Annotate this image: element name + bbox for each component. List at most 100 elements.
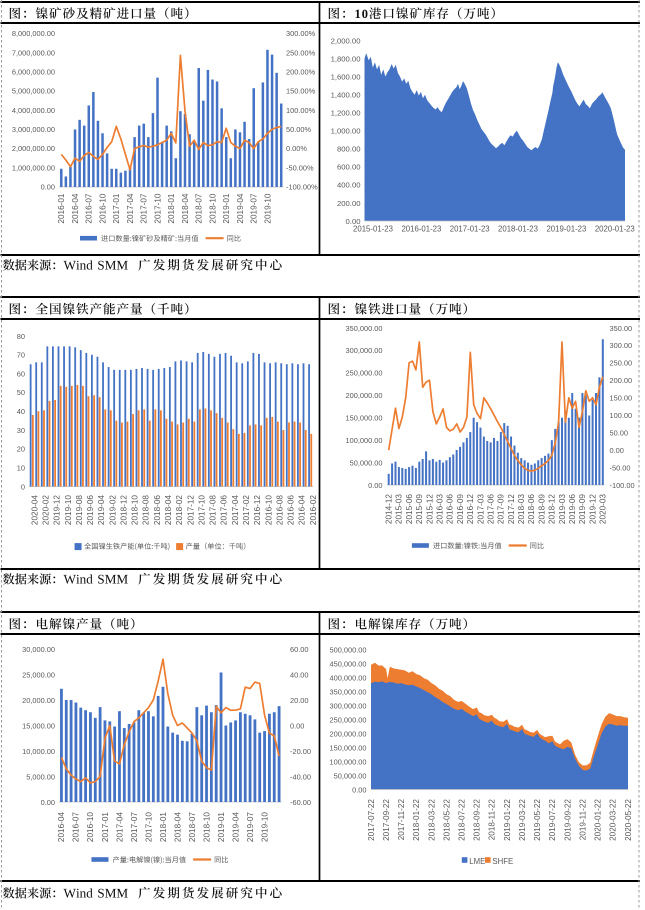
svg-text:-100.00%: -100.00% xyxy=(286,183,318,192)
svg-text:350,000.00: 350,000.00 xyxy=(330,687,367,696)
svg-text:2016-02: 2016-02 xyxy=(309,495,318,525)
svg-text:500,000.00: 500,000.00 xyxy=(330,645,367,654)
svg-text:2017-04: 2017-04 xyxy=(126,193,135,223)
svg-text:2017-07-22: 2017-07-22 xyxy=(367,799,376,841)
svg-text:2019-06: 2019-06 xyxy=(86,495,95,525)
svg-text:5,000,000.00: 5,000,000.00 xyxy=(12,87,55,96)
svg-text:600.00: 600.00 xyxy=(337,163,361,172)
svg-text:400.00: 400.00 xyxy=(337,181,361,190)
svg-text:2019-10: 2019-10 xyxy=(260,812,269,842)
svg-text:300,000.00: 300,000.00 xyxy=(330,701,367,710)
svg-text:2015-03: 2015-03 xyxy=(395,494,404,524)
svg-text:2016-10: 2016-10 xyxy=(264,495,273,525)
svg-text:2017-06: 2017-06 xyxy=(487,494,496,524)
svg-text:2019-08: 2019-08 xyxy=(75,495,84,525)
svg-text:2017-09: 2017-09 xyxy=(497,494,506,524)
svg-text:2017-07: 2017-07 xyxy=(130,812,139,842)
svg-text:-50.00%: -50.00% xyxy=(286,163,314,172)
svg-text:70: 70 xyxy=(17,351,25,360)
svg-text:1,600.00: 1,600.00 xyxy=(331,72,361,81)
svg-text:2020-02: 2020-02 xyxy=(42,495,51,525)
svg-text:2018-07: 2018-07 xyxy=(195,193,204,223)
svg-text:2019-02: 2019-02 xyxy=(108,495,117,525)
svg-text:2019-09: 2019-09 xyxy=(578,494,587,524)
svg-text:50,000.00: 50,000.00 xyxy=(334,771,367,780)
svg-text:2016-10: 2016-10 xyxy=(86,812,95,842)
svg-text:8,000,000.00: 8,000,000.00 xyxy=(12,29,55,38)
svg-text:0: 0 xyxy=(21,482,25,491)
svg-text:2019-04: 2019-04 xyxy=(236,193,245,223)
svg-text:350,000.00: 350,000.00 xyxy=(346,324,383,333)
svg-text:0.00: 0.00 xyxy=(346,217,361,226)
svg-text:6,000,000.00: 6,000,000.00 xyxy=(12,68,55,77)
svg-text:2019-01-23: 2019-01-23 xyxy=(546,225,586,234)
svg-text:20,000.00: 20,000.00 xyxy=(22,696,55,705)
svg-text:2017-06: 2017-06 xyxy=(220,495,229,525)
svg-text:2018-01: 2018-01 xyxy=(167,193,176,223)
svg-text:50,000.00: 50,000.00 xyxy=(350,458,383,467)
svg-text:200,000.00: 200,000.00 xyxy=(330,729,367,738)
svg-text:150.00: 150.00 xyxy=(610,394,633,403)
svg-text:2019-01: 2019-01 xyxy=(222,193,231,223)
svg-text:2018-05-22: 2018-05-22 xyxy=(442,799,451,841)
svg-text:2015-06: 2015-06 xyxy=(405,494,414,524)
svg-text:2016-04: 2016-04 xyxy=(71,193,80,223)
svg-text:200.00%: 200.00% xyxy=(286,68,316,77)
svg-text:2018-01: 2018-01 xyxy=(159,812,168,842)
svg-text:250,000.00: 250,000.00 xyxy=(346,369,383,378)
svg-text:50: 50 xyxy=(17,388,25,397)
svg-text:2019-04: 2019-04 xyxy=(231,812,240,842)
svg-text:30,000.00: 30,000.00 xyxy=(22,645,55,654)
svg-text:2016-07: 2016-07 xyxy=(72,812,81,842)
svg-text:2017-04: 2017-04 xyxy=(231,495,240,525)
svg-text:2017-11-22: 2017-11-22 xyxy=(397,799,406,841)
svg-text:300,000.00: 300,000.00 xyxy=(346,346,383,355)
svg-text:2019-12: 2019-12 xyxy=(588,494,597,524)
svg-text:40: 40 xyxy=(17,407,25,416)
svg-text:2020-03-22: 2020-03-22 xyxy=(609,799,618,841)
svg-text:0.00: 0.00 xyxy=(41,798,55,807)
svg-text:100.00: 100.00 xyxy=(610,411,633,420)
svg-text:2019-07-22: 2019-07-22 xyxy=(548,799,557,841)
svg-text:350.00: 350.00 xyxy=(610,324,633,333)
svg-text:2016-08: 2016-08 xyxy=(275,495,284,525)
svg-text:0.00: 0.00 xyxy=(368,481,382,490)
svg-text:2019-01: 2019-01 xyxy=(217,812,226,842)
svg-text:-40.00: -40.00 xyxy=(290,772,311,781)
svg-text:150.00%: 150.00% xyxy=(286,87,316,96)
svg-text:2016-06: 2016-06 xyxy=(446,494,455,524)
svg-text:2018-09-22: 2018-09-22 xyxy=(473,799,482,841)
svg-text:300.00%: 300.00% xyxy=(286,29,316,38)
svg-text:2018-03: 2018-03 xyxy=(517,494,526,524)
svg-text:2020-03: 2020-03 xyxy=(599,494,608,524)
svg-text:2018-12: 2018-12 xyxy=(548,494,557,524)
svg-text:2016-07: 2016-07 xyxy=(85,193,94,223)
svg-text:150,000.00: 150,000.00 xyxy=(330,743,367,752)
svg-text:200.00: 200.00 xyxy=(337,199,361,208)
svg-text:2016-12: 2016-12 xyxy=(253,495,262,525)
svg-text:2018-04: 2018-04 xyxy=(164,495,173,525)
svg-text:0.00%: 0.00% xyxy=(286,144,307,153)
svg-text:2020-04: 2020-04 xyxy=(30,495,39,525)
svg-text:60.00: 60.00 xyxy=(290,645,309,654)
svg-text:2019-03-22: 2019-03-22 xyxy=(518,799,527,841)
svg-text:1,000.00: 1,000.00 xyxy=(331,127,361,136)
svg-text:2020-01-23: 2020-01-23 xyxy=(595,225,635,234)
svg-text:2016-04: 2016-04 xyxy=(57,812,66,842)
svg-text:2019-07: 2019-07 xyxy=(250,193,259,223)
svg-text:1,200.00: 1,200.00 xyxy=(331,109,361,118)
svg-text:100.00%: 100.00% xyxy=(286,106,316,115)
svg-text:2017-10: 2017-10 xyxy=(144,812,153,842)
svg-text:2018-03-22: 2018-03-22 xyxy=(427,799,436,841)
svg-text:2018-02: 2018-02 xyxy=(175,495,184,525)
svg-text:2,000,000.00: 2,000,000.00 xyxy=(12,144,55,153)
svg-text:0.00: 0.00 xyxy=(290,721,304,730)
svg-text:2,000.00: 2,000.00 xyxy=(331,36,361,45)
svg-text:2018-01-23: 2018-01-23 xyxy=(498,225,538,234)
svg-text:1,000,000.00: 1,000,000.00 xyxy=(12,163,55,172)
svg-text:2017-01: 2017-01 xyxy=(112,193,121,223)
svg-text:400,000.00: 400,000.00 xyxy=(330,673,367,682)
svg-text:2016-01: 2016-01 xyxy=(57,193,66,223)
svg-text:2019-06: 2019-06 xyxy=(568,494,577,524)
svg-text:25,000.00: 25,000.00 xyxy=(22,670,55,679)
